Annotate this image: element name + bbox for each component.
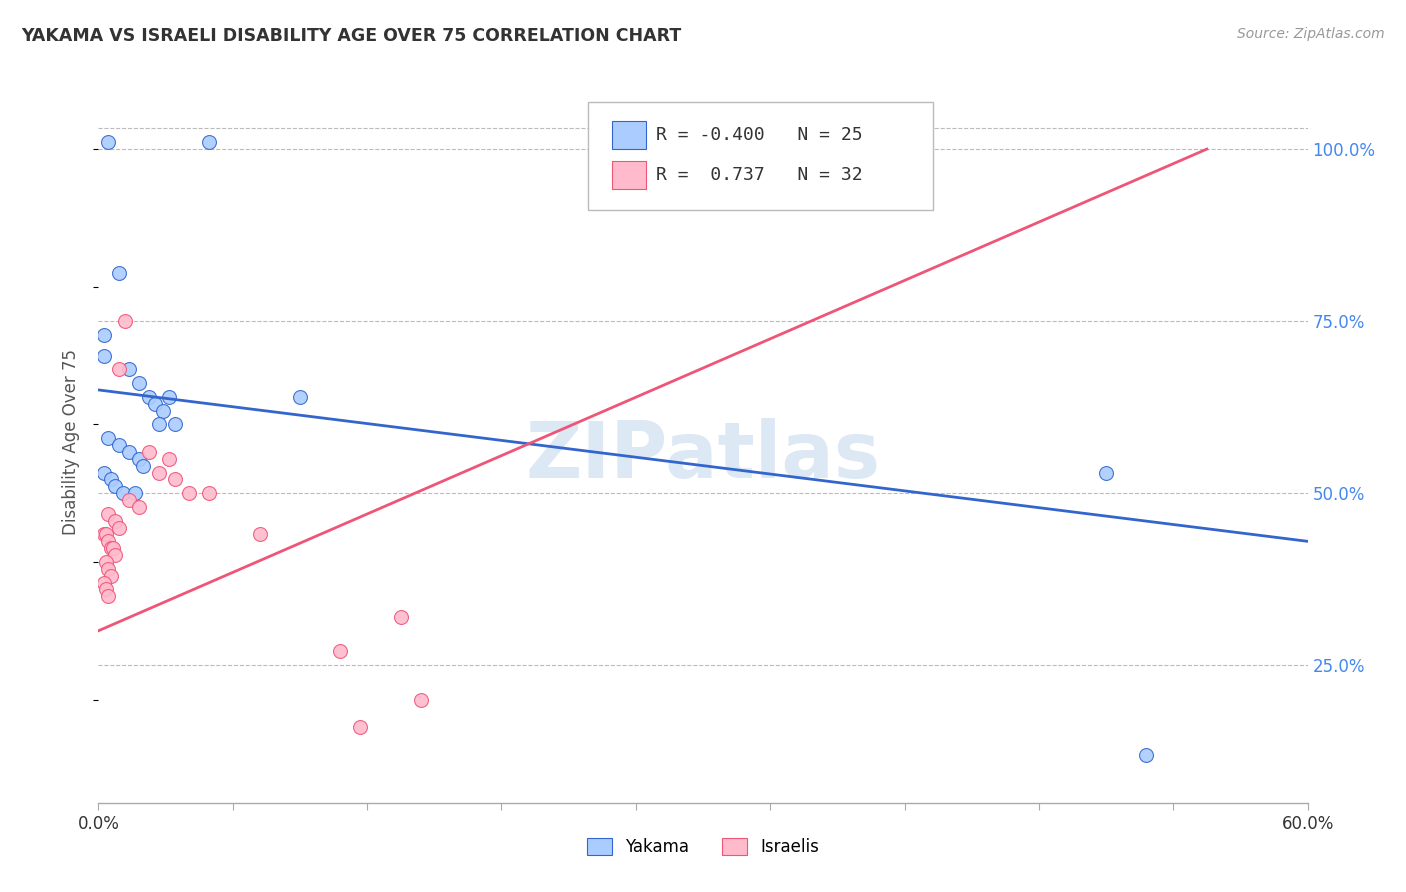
Point xyxy=(107,438,129,452)
Point xyxy=(163,417,186,432)
Point xyxy=(100,568,122,582)
Point xyxy=(107,362,129,376)
Point xyxy=(97,562,120,576)
Point xyxy=(97,590,120,604)
FancyBboxPatch shape xyxy=(613,161,647,189)
Point xyxy=(143,397,166,411)
Point xyxy=(349,720,371,734)
Point xyxy=(96,527,118,541)
Point xyxy=(329,644,352,658)
Point xyxy=(103,548,125,562)
Point xyxy=(97,431,120,445)
Point xyxy=(138,445,160,459)
Point xyxy=(103,479,125,493)
Point xyxy=(198,486,221,500)
Point xyxy=(93,327,115,342)
Point xyxy=(1095,466,1118,480)
Point xyxy=(793,135,815,149)
Point xyxy=(157,390,180,404)
Point xyxy=(132,458,155,473)
Point xyxy=(96,582,118,597)
Point xyxy=(93,349,115,363)
Legend: Yakama, Israelis: Yakama, Israelis xyxy=(579,831,827,863)
FancyBboxPatch shape xyxy=(613,121,647,149)
Point xyxy=(118,493,141,508)
Point xyxy=(107,266,129,280)
Point xyxy=(138,390,160,404)
Point xyxy=(103,514,125,528)
Point xyxy=(152,403,174,417)
Point xyxy=(179,486,201,500)
Text: R = -0.400   N = 25: R = -0.400 N = 25 xyxy=(655,126,862,145)
Text: ZIPatlas: ZIPatlas xyxy=(526,418,880,494)
Point xyxy=(389,610,412,624)
Point xyxy=(93,527,115,541)
Point xyxy=(100,541,122,556)
Point xyxy=(114,314,136,328)
Point xyxy=(163,472,186,486)
Point xyxy=(124,486,146,500)
FancyBboxPatch shape xyxy=(588,102,932,211)
Text: YAKAMA VS ISRAELI DISABILITY AGE OVER 75 CORRELATION CHART: YAKAMA VS ISRAELI DISABILITY AGE OVER 75… xyxy=(21,27,682,45)
Point xyxy=(97,135,120,149)
Point xyxy=(873,135,896,149)
Text: R =  0.737   N = 32: R = 0.737 N = 32 xyxy=(655,166,862,184)
Point xyxy=(409,692,432,706)
Point xyxy=(107,520,129,534)
Point xyxy=(93,466,115,480)
Point xyxy=(148,417,170,432)
Point xyxy=(157,451,180,466)
Point xyxy=(111,486,134,500)
Point xyxy=(118,362,141,376)
Text: Source: ZipAtlas.com: Source: ZipAtlas.com xyxy=(1237,27,1385,41)
Y-axis label: Disability Age Over 75: Disability Age Over 75 xyxy=(62,349,80,534)
Point xyxy=(100,472,122,486)
Point xyxy=(198,135,221,149)
Point xyxy=(128,376,150,390)
Point xyxy=(249,527,271,541)
Point xyxy=(93,575,115,590)
Point xyxy=(118,445,141,459)
Point xyxy=(288,390,311,404)
Point xyxy=(128,500,150,514)
Point xyxy=(101,541,124,556)
Point xyxy=(96,555,118,569)
Point xyxy=(148,466,170,480)
Point xyxy=(128,451,150,466)
Point xyxy=(97,534,120,549)
Point xyxy=(97,507,120,521)
Point xyxy=(1135,747,1157,762)
